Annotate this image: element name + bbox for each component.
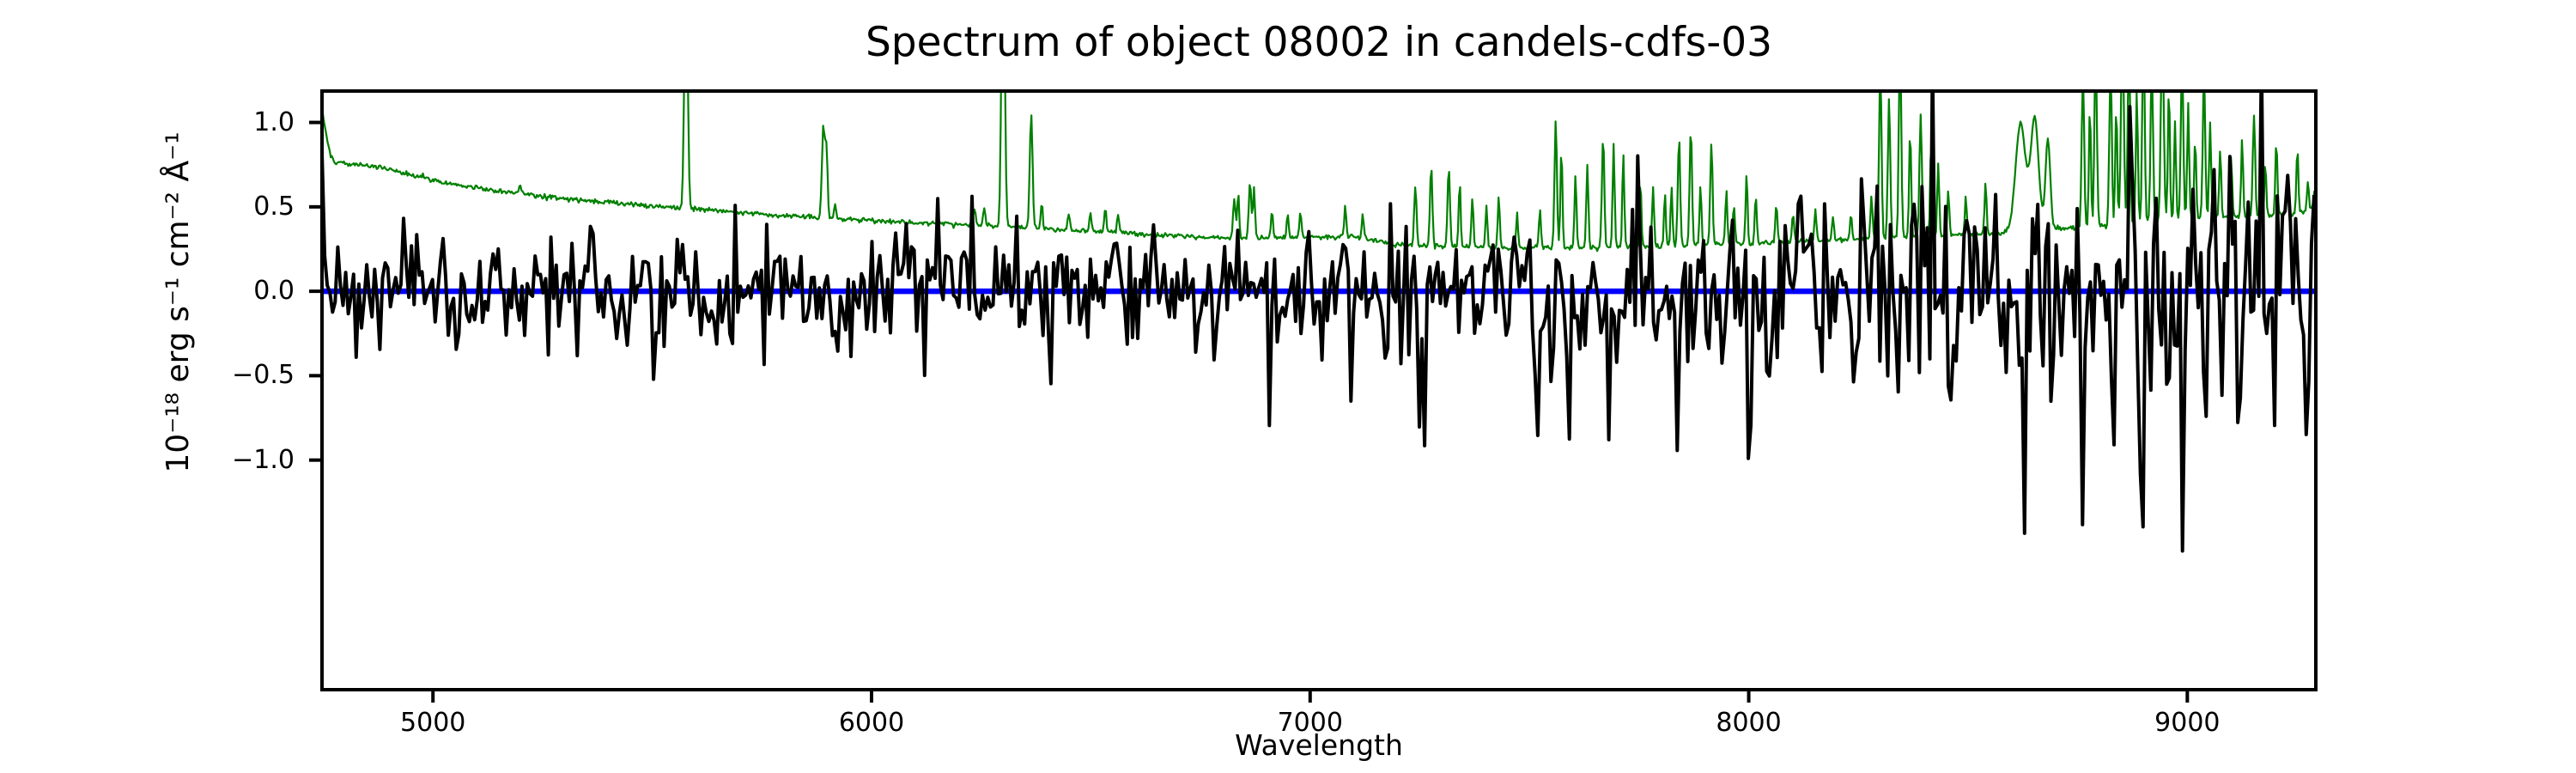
x-tick-label: 8000 [1716, 708, 1782, 738]
y-tick-label: 1.0 [253, 107, 295, 137]
flux-line [322, 91, 2316, 553]
x-tick-label: 5000 [400, 708, 466, 738]
y-tick-label: −0.5 [232, 360, 295, 391]
x-tick-label: 7000 [1277, 708, 1343, 738]
x-tick-label: 9000 [2154, 708, 2221, 738]
tick-marks [309, 120, 2190, 703]
plot-title: Spectrum of object 08002 in candels-cdfs… [865, 19, 1773, 66]
x-axis-label: Wavelength [1235, 728, 1403, 762]
y-tick-label: 0.5 [253, 191, 295, 222]
axes-frame [320, 89, 2318, 691]
y-tick-label: −1.0 [232, 444, 295, 475]
x-tick-label: 6000 [838, 708, 905, 738]
y-tick-label: 0.0 [253, 276, 295, 307]
noise-spectrum-line [322, 91, 2316, 253]
